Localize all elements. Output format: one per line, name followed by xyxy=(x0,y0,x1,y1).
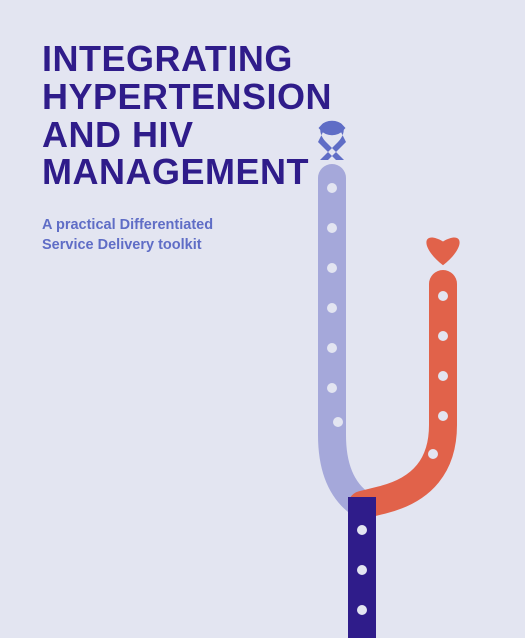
branch-right xyxy=(362,284,443,505)
title-line: INTEGRATING xyxy=(42,38,293,79)
path-dots xyxy=(327,183,448,615)
title-line: AND HIV xyxy=(42,114,194,155)
page-subtitle: A practical Differentiated Service Deliv… xyxy=(42,215,213,256)
page-title: INTEGRATING HYPERTENSION AND HIV MANAGEM… xyxy=(42,40,332,191)
branch-left xyxy=(332,178,362,505)
title-line: HYPERTENSION xyxy=(42,76,332,117)
subtitle-line: Service Delivery toolkit xyxy=(42,237,202,253)
heart-icon xyxy=(426,238,459,266)
subtitle-line: A practical Differentiated xyxy=(42,217,213,233)
title-line: MANAGEMENT xyxy=(42,151,309,192)
